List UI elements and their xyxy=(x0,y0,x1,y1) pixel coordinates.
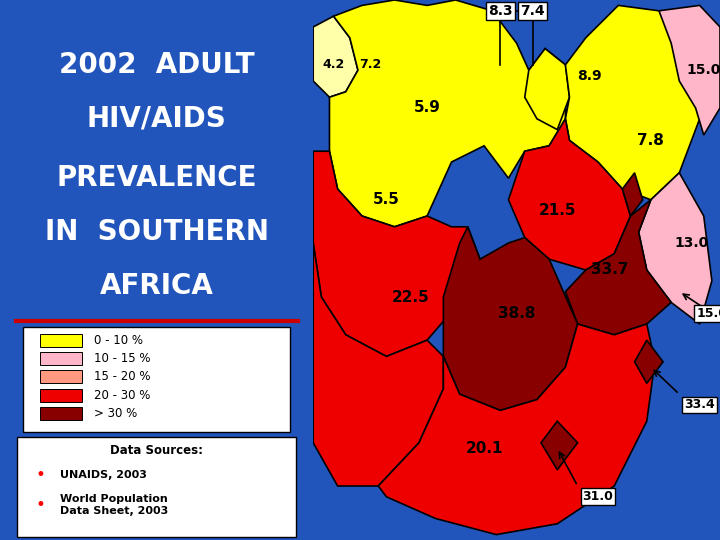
Text: 33.4: 33.4 xyxy=(684,399,715,411)
Polygon shape xyxy=(565,5,703,200)
Text: 20 - 30 %: 20 - 30 % xyxy=(94,389,150,402)
Text: 10 - 15 %: 10 - 15 % xyxy=(94,352,150,365)
FancyBboxPatch shape xyxy=(24,327,289,432)
Text: 5.5: 5.5 xyxy=(373,192,400,207)
Text: > 30 %: > 30 % xyxy=(94,407,138,420)
Text: 5.9: 5.9 xyxy=(414,100,441,116)
Polygon shape xyxy=(313,16,358,97)
Text: 4.2: 4.2 xyxy=(323,58,345,71)
FancyBboxPatch shape xyxy=(40,334,82,347)
Text: 2002  ADULT: 2002 ADULT xyxy=(59,51,254,79)
Text: 15.0: 15.0 xyxy=(696,307,720,320)
Text: 7.8: 7.8 xyxy=(637,133,665,148)
Text: PREVALENCE: PREVALENCE xyxy=(56,164,257,192)
Text: 15 - 20 %: 15 - 20 % xyxy=(94,370,150,383)
Text: 22.5: 22.5 xyxy=(392,289,430,305)
Text: •: • xyxy=(36,466,45,484)
FancyBboxPatch shape xyxy=(40,352,82,365)
Text: 33.7: 33.7 xyxy=(591,262,629,278)
Polygon shape xyxy=(508,119,631,270)
Polygon shape xyxy=(659,5,720,135)
Text: HIV/AIDS: HIV/AIDS xyxy=(86,105,227,133)
Text: 21.5: 21.5 xyxy=(539,203,576,218)
Polygon shape xyxy=(330,0,565,227)
Polygon shape xyxy=(313,243,444,486)
Text: 13.0: 13.0 xyxy=(675,236,708,250)
Polygon shape xyxy=(639,173,712,324)
Polygon shape xyxy=(565,200,671,335)
FancyBboxPatch shape xyxy=(40,407,82,420)
FancyBboxPatch shape xyxy=(40,370,82,383)
Text: •: • xyxy=(36,496,45,514)
FancyBboxPatch shape xyxy=(40,389,82,402)
Text: Data Sources:: Data Sources: xyxy=(110,444,203,457)
Text: UNAIDS, 2003: UNAIDS, 2003 xyxy=(60,470,146,480)
Text: World Population
Data Sheet, 2003: World Population Data Sheet, 2003 xyxy=(60,494,168,516)
Text: 38.8: 38.8 xyxy=(498,306,536,321)
Text: AFRICA: AFRICA xyxy=(99,272,214,300)
Polygon shape xyxy=(622,173,643,216)
Text: 31.0: 31.0 xyxy=(582,490,613,503)
Text: 7.4: 7.4 xyxy=(521,4,545,18)
Polygon shape xyxy=(444,227,577,410)
Text: 0 - 10 %: 0 - 10 % xyxy=(94,334,143,347)
Text: 7.2: 7.2 xyxy=(359,58,382,71)
Polygon shape xyxy=(541,421,577,470)
Polygon shape xyxy=(378,324,655,535)
Text: 8.9: 8.9 xyxy=(577,69,602,83)
Polygon shape xyxy=(634,340,663,383)
Text: IN  SOUTHERN: IN SOUTHERN xyxy=(45,218,269,246)
Text: 15.0: 15.0 xyxy=(687,63,720,77)
Text: 20.1: 20.1 xyxy=(465,441,503,456)
Polygon shape xyxy=(313,151,480,356)
Text: 8.3: 8.3 xyxy=(488,4,513,18)
Polygon shape xyxy=(525,49,570,130)
FancyBboxPatch shape xyxy=(17,437,296,537)
